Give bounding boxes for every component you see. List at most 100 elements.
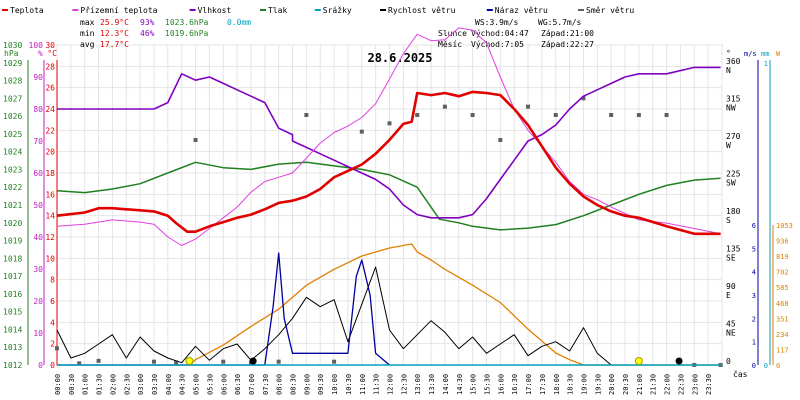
x-tick-label: 16:00 [497, 374, 505, 395]
ms-tick-label: 0 [752, 362, 756, 370]
legend-label: Náraz větru [495, 6, 548, 15]
hpa-tick-label: 1016 [3, 290, 22, 299]
x-tick-label: 18:00 [553, 374, 561, 395]
stat-label: max [80, 18, 95, 27]
x-tick-label: 03:00 [137, 374, 145, 395]
legend-label: Přízemní teplota [80, 6, 157, 15]
w-tick-label: 0 [776, 362, 780, 370]
wind-direction-marker [332, 359, 337, 364]
hpa-tick-label: 1012 [3, 361, 22, 370]
x-tick-label: 12:00 [387, 374, 395, 395]
x-tick-label: 08:00 [276, 374, 284, 395]
stat-temp: 17.7°C [100, 40, 129, 49]
hpa-tick-label: 1017 [3, 272, 22, 281]
ms-tick-label: 2 [752, 315, 756, 323]
legend-label: Rychlost větru [388, 6, 456, 15]
w-axis-title: W [776, 50, 781, 58]
wind-direction-marker [442, 104, 447, 109]
stat-hum: 46% [140, 29, 155, 38]
stat-temp: 25.9°C [100, 18, 129, 27]
x-tick-label: 14:00 [442, 374, 450, 395]
dir-name-label: NW [726, 104, 736, 113]
w-tick-label: 234 [776, 331, 789, 339]
wind-direction-marker [553, 113, 558, 117]
hpa-tick-label: 1025 [3, 130, 22, 139]
temp-axis-title: °C [47, 49, 57, 58]
sunrise-marker [185, 357, 194, 365]
w-tick-label: 1053 [776, 222, 793, 230]
wind-direction-marker [498, 138, 503, 142]
temp-tick-label: 8 [50, 276, 55, 285]
x-tick-label: 21:30 [650, 374, 658, 395]
sunset-marker [634, 357, 643, 365]
temp-tick-label: 18 [45, 169, 55, 178]
w-tick-label: 468 [776, 300, 789, 308]
pct-tick-label: 10 [33, 329, 43, 338]
x-tick-label: 23:00 [691, 374, 699, 395]
x-tick-label: 07:30 [262, 374, 270, 395]
x-tick-label: 05:00 [193, 374, 201, 395]
ms-tick-label: 4 [752, 269, 756, 277]
x-tick-label: 20:00 [608, 374, 616, 395]
x-tick-label: 05:30 [206, 374, 214, 395]
hpa-tick-label: 1020 [3, 219, 22, 228]
pct-tick-label: 30 [33, 265, 43, 274]
x-tick-label: 03:30 [151, 374, 159, 395]
x-tick-label: 10:30 [345, 374, 353, 395]
wind-gust-info: WG:5.7m/s [538, 18, 582, 27]
temp-tick-label: 0 [50, 361, 55, 370]
x-tick-label: 14:30 [456, 374, 464, 395]
w-tick-label: 702 [776, 269, 789, 277]
wind-direction-marker [664, 113, 669, 117]
temp-tick-label: 28 [45, 62, 55, 71]
dir-deg-label: 270 [726, 132, 741, 141]
x-tick-label: 11:30 [373, 374, 381, 395]
stat-temp: 12.3°C [100, 29, 129, 38]
temp-tick-label: 14 [45, 212, 55, 221]
sun-set: Západ:21:00 [541, 29, 594, 38]
hpa-tick-label: 1014 [3, 325, 22, 334]
dir-deg-label: 0 [726, 357, 731, 366]
x-tick-label: 15:30 [483, 374, 491, 395]
pct-tick-label: 80 [33, 105, 43, 114]
ms-tick-label: 1 [752, 339, 756, 347]
temp-tick-label: 6 [50, 297, 55, 306]
hpa-axis-title: hPa [4, 49, 19, 58]
x-tick-label: 13:30 [428, 374, 436, 395]
x-tick-label: 11:00 [359, 374, 367, 395]
temp-tick-label: 4 [50, 318, 55, 327]
legend-label: Teplota [10, 6, 44, 15]
stat-label: avg [80, 40, 95, 49]
x-tick-label: 02:30 [123, 374, 131, 395]
pct-tick-label: 90 [33, 73, 43, 82]
stat-hum: 93% [140, 18, 155, 27]
dir-name-label: SE [726, 254, 736, 263]
hpa-tick-label: 1019 [3, 237, 22, 246]
x-tick-label: 00:00 [54, 374, 62, 395]
temp-tick-label: 30 [45, 41, 55, 50]
dir-name-label: SW [726, 179, 736, 188]
stat-press: 1019.6hPa [165, 29, 209, 38]
wind-direction-marker [221, 359, 226, 364]
wind-direction-marker [193, 138, 198, 142]
wind-direction-marker [636, 113, 641, 117]
hpa-tick-label: 1026 [3, 112, 22, 121]
pct-tick-label: 0 [38, 361, 43, 370]
wind-direction-marker [609, 113, 614, 117]
wind-direction-marker [581, 96, 586, 101]
x-tick-label: 09:00 [303, 374, 311, 395]
pct-tick-label: 70 [33, 137, 43, 146]
ground-temperature-line [56, 27, 721, 246]
hpa-tick-label: 1013 [3, 343, 22, 352]
hpa-tick-label: 1018 [3, 254, 22, 263]
stat-press: 1023.6hPa [165, 18, 209, 27]
dir-name-label: E [726, 291, 731, 300]
temp-tick-label: 16 [45, 190, 55, 199]
x-tick-label: 21:00 [636, 374, 644, 395]
x-tick-label: 22:30 [677, 374, 685, 395]
mm-tick-label: 0 [764, 362, 768, 370]
legend-label: Tlak [268, 6, 287, 15]
temp-tick-label: 2 [50, 340, 55, 349]
x-tick-label: 00:30 [68, 374, 76, 395]
